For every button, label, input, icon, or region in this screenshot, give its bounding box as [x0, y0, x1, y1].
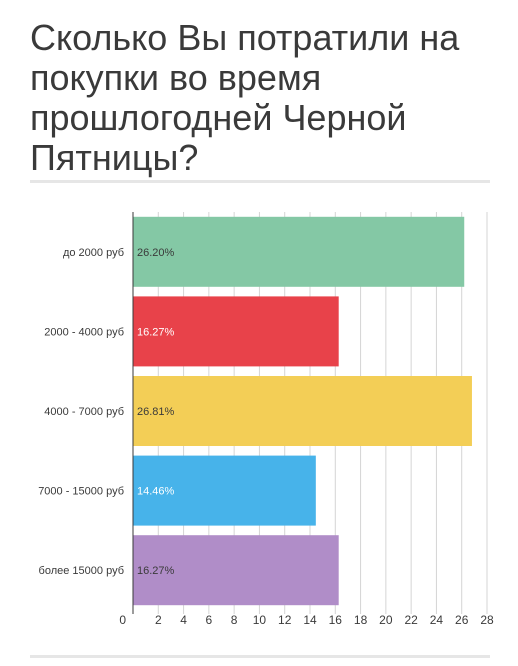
- x-tick-label: 16: [329, 613, 343, 627]
- category-labels: до 2000 руб 2000 - 4000 руб 4000 - 7000 ру…: [38, 247, 124, 577]
- x-tick-label: 20: [379, 613, 393, 627]
- x-tick-label: 8: [231, 613, 238, 627]
- bar: [133, 455, 316, 526]
- x-tick-label: 26: [455, 613, 469, 627]
- data-label: 14.46%: [137, 486, 175, 498]
- title-divider: [30, 180, 490, 183]
- category-label: 2000 - 4000 руб: [44, 326, 124, 338]
- x-tick-label: 2: [155, 613, 162, 627]
- category-label: 7000 - 15000 руб: [38, 486, 124, 498]
- category-label: до 2000 руб: [63, 247, 124, 259]
- x-tick-label: 28: [480, 613, 494, 627]
- x-tick-label: 22: [404, 613, 418, 627]
- x-tick-labels: 0 2 4 6 8 10 12 14 16 18 20 22 24 26 28: [119, 613, 494, 627]
- bottom-divider: [30, 655, 490, 658]
- data-label: 26.81%: [137, 406, 175, 418]
- data-labels: 26.20% 16.27% 26.81% 14.46% 16.27%: [137, 247, 175, 577]
- data-label: 16.27%: [137, 326, 175, 338]
- x-tick-label: 6: [206, 613, 213, 627]
- bar: [133, 376, 472, 446]
- x-tick-label: 14: [303, 613, 317, 627]
- x-tick-label: 18: [354, 613, 368, 627]
- x-tick-label: 4: [180, 613, 187, 627]
- bars: [133, 216, 472, 606]
- chart-title: Сколько Вы потратили на покупки во время…: [30, 17, 460, 178]
- bar: [133, 216, 465, 287]
- x-tick-label: 0: [119, 613, 126, 627]
- x-tick-label: 12: [278, 613, 292, 627]
- x-tick-label: 10: [253, 613, 267, 627]
- category-label: 4000 - 7000 руб: [44, 406, 124, 418]
- x-tick-label: 24: [430, 613, 444, 627]
- category-label: более 15000 руб: [39, 565, 124, 577]
- data-label: 26.20%: [137, 247, 175, 259]
- data-label: 16.27%: [137, 565, 175, 577]
- bar: [133, 296, 339, 367]
- bar: [133, 535, 339, 606]
